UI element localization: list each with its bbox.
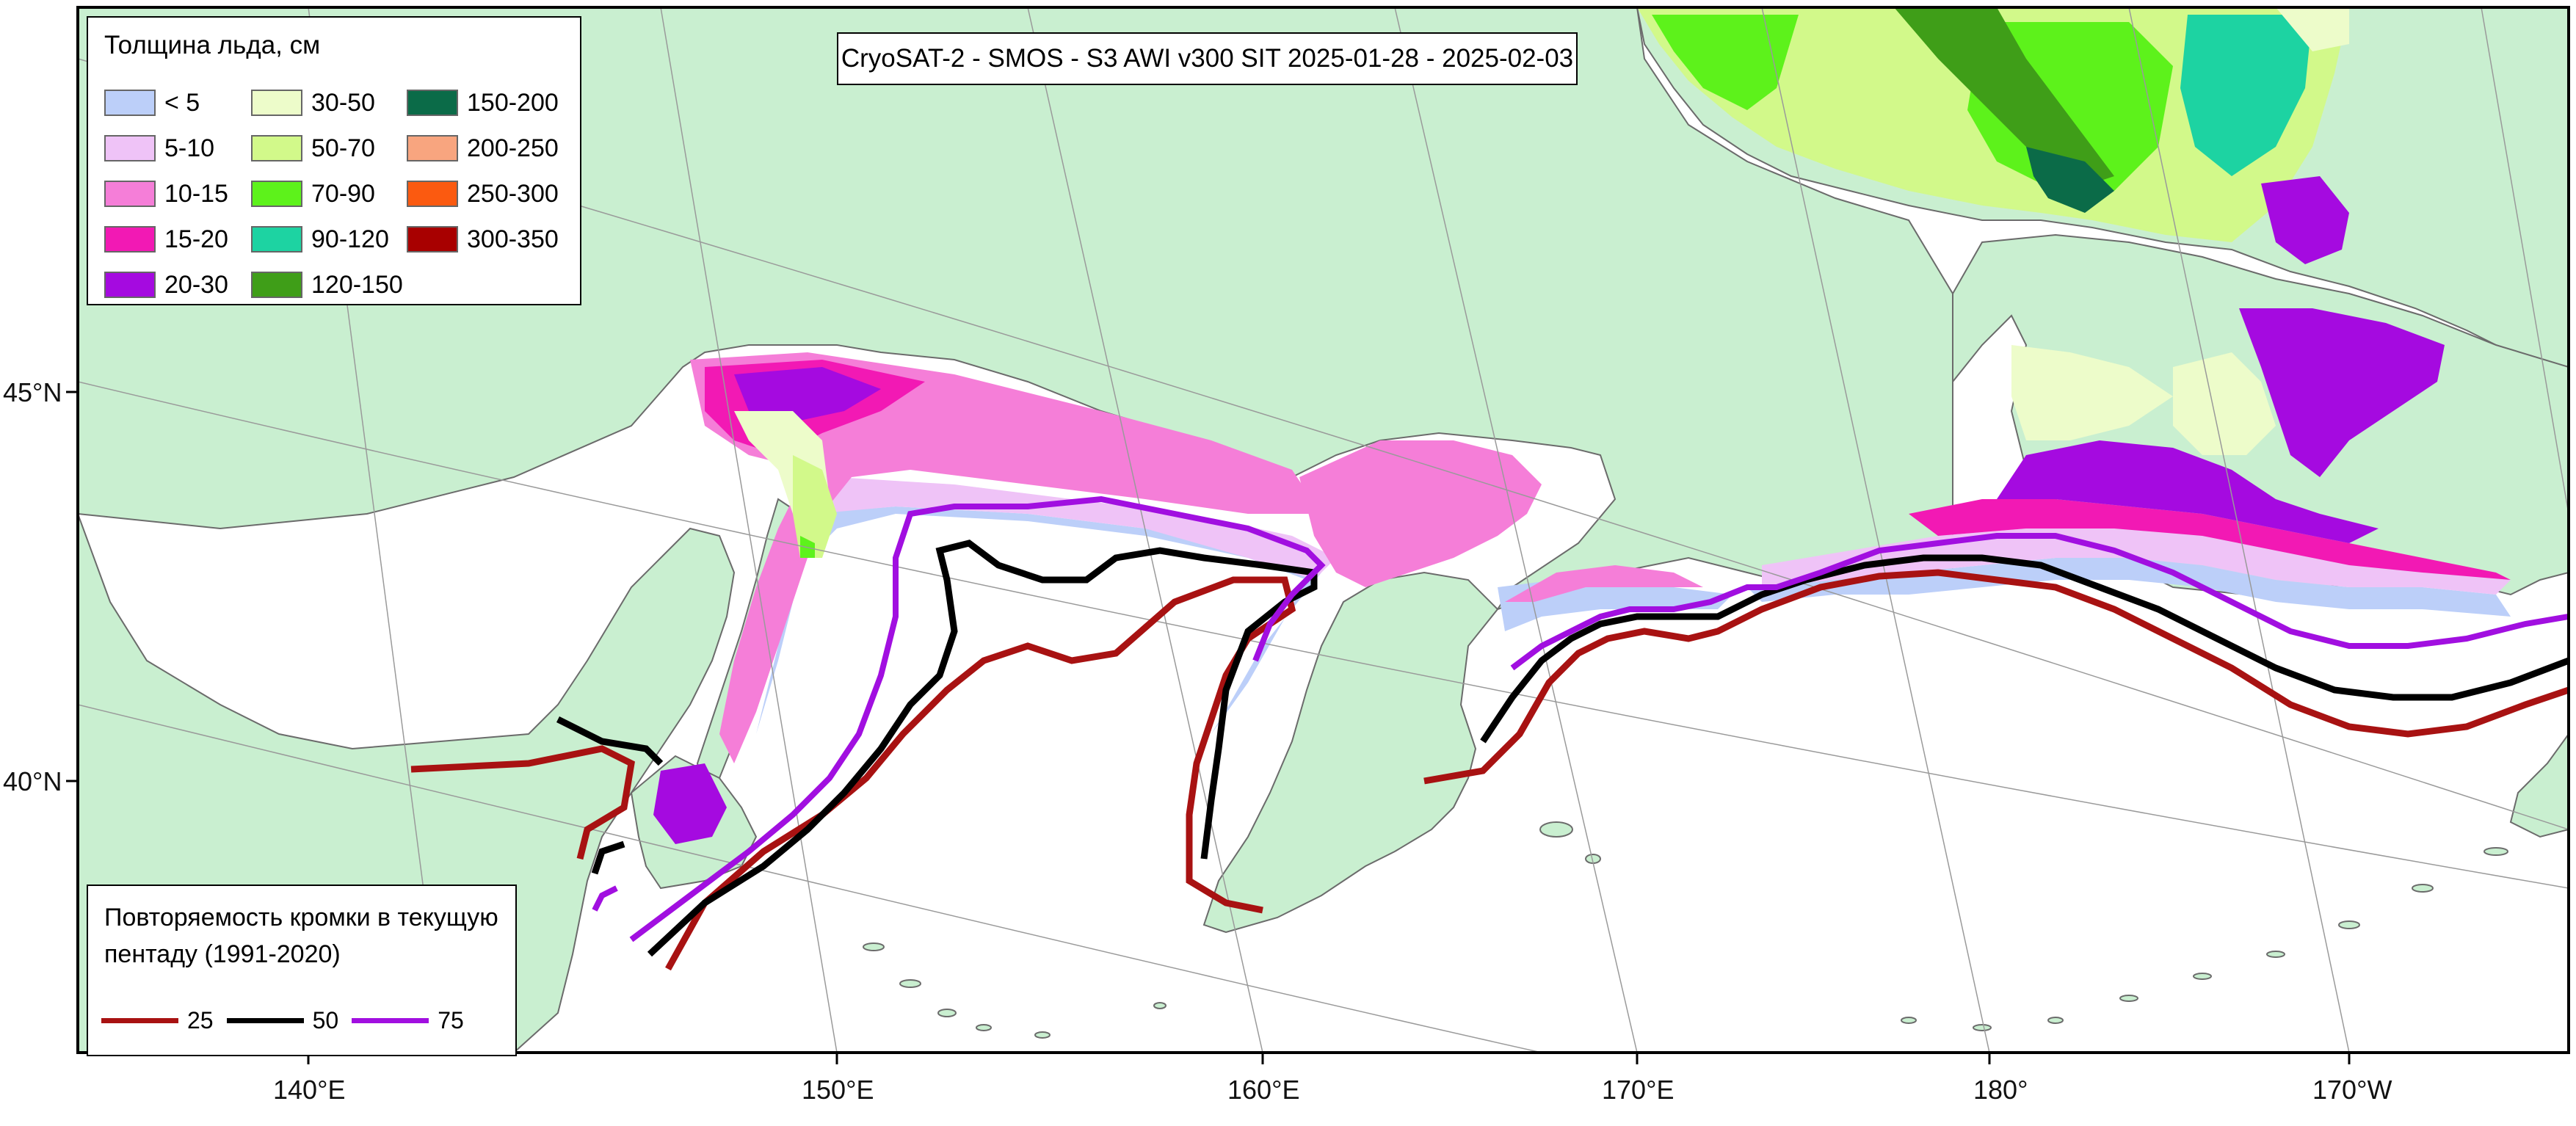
ice-edge-25 [410, 569, 2569, 971]
thickness-swatch [104, 181, 156, 207]
thickness-swatch [104, 90, 156, 116]
thickness-legend-item: 90-120 [251, 217, 407, 262]
thickness-swatch [104, 135, 156, 161]
lon-label-150e: 150°E [802, 1075, 874, 1105]
thickness-legend-title: Толщина льда, см [104, 31, 321, 59]
frequency-line-swatch [352, 1018, 429, 1023]
thickness-legend-item: 70-90 [251, 171, 407, 217]
frequency-label: 50 [312, 1007, 339, 1034]
thickness-legend-empty [407, 262, 562, 308]
thickness-legend-item: 200-250 [407, 126, 562, 171]
thickness-label: 70-90 [311, 179, 375, 208]
thickness-label: 50-70 [311, 134, 375, 162]
frequency-legend-title: Повторяемость кромки в текущую пентаду (… [104, 904, 498, 968]
frequency-legend-item: 50 [226, 1007, 339, 1034]
lat-label-40n: 40°N [3, 766, 62, 796]
frequency-line-swatch [101, 1018, 178, 1023]
frequency-legend-item: 75 [352, 1007, 464, 1034]
thickness-swatch [251, 226, 302, 253]
map-frame [76, 6, 2570, 1054]
thickness-label: 250-300 [467, 179, 559, 208]
thickness-label: 200-250 [467, 134, 559, 162]
thickness-swatch [251, 272, 302, 298]
thickness-legend-item: 250-300 [407, 171, 562, 217]
ice-edge-75 [592, 495, 2569, 942]
islands [863, 821, 2508, 1039]
thickness-legend-item: 30-50 [251, 80, 407, 126]
thickness-label: 30-50 [311, 88, 375, 117]
land-alaska [2509, 733, 2569, 838]
map-title: CryoSAT-2 - SMOS - S3 AWI v300 SIT 2025-… [837, 32, 1578, 85]
thickness-label: 10-15 [164, 179, 228, 208]
thickness-label: 5-10 [164, 134, 215, 162]
thickness-legend-item: 50-70 [251, 126, 407, 171]
thickness-swatch [251, 181, 302, 207]
frequency-legend: Повторяемость кромки в текущую пентаду (… [87, 885, 517, 1056]
lon-label-170e: 170°E [1602, 1075, 1675, 1105]
frequency-legend-items: 25 50 75 [101, 1007, 477, 1034]
ice-edge-50 [556, 540, 2569, 957]
graticule [78, 7, 2569, 1053]
thickness-label: 20-30 [164, 270, 228, 299]
thickness-swatch [104, 272, 156, 298]
thickness-legend: Толщина льда, см < 5 30-50 150-200 5-10 50-7… [87, 16, 581, 305]
lon-label-160e: 160°E [1227, 1075, 1300, 1105]
lon-label-170w: 170°W [2312, 1075, 2392, 1105]
thickness-legend-item: 150-200 [407, 80, 562, 126]
thickness-legend-item: 10-15 [104, 171, 251, 217]
thickness-legend-item: 15-20 [104, 217, 251, 262]
thickness-label: 300-350 [467, 225, 559, 253]
thickness-label: 150-200 [467, 88, 559, 117]
thickness-swatch [104, 226, 156, 253]
thickness-swatch [251, 135, 302, 161]
thickness-swatch [407, 181, 458, 207]
frequency-legend-item: 25 [101, 1007, 214, 1034]
frequency-label: 25 [187, 1007, 214, 1034]
thickness-legend-item: < 5 [104, 80, 251, 126]
lon-label-180: 180° [1973, 1075, 2028, 1105]
lat-label-45n: 45°N [3, 377, 62, 407]
thickness-label: 120-150 [311, 270, 403, 299]
frequency-label: 75 [438, 1007, 464, 1034]
thickness-swatch [407, 90, 458, 116]
thickness-swatch [251, 90, 302, 116]
thickness-legend-item: 20-30 [104, 262, 251, 308]
thickness-swatch [407, 135, 458, 161]
thickness-legend-item: 300-350 [407, 217, 562, 262]
thickness-legend-item: 5-10 [104, 126, 251, 171]
thickness-legend-item: 120-150 [251, 262, 407, 308]
thickness-label: < 5 [164, 88, 200, 117]
thickness-legend-grid: < 5 30-50 150-200 5-10 50-70 200-250 10-15 70-9… [104, 80, 562, 308]
thickness-label: 15-20 [164, 225, 228, 253]
thickness-label: 90-120 [311, 225, 389, 253]
thickness-swatch [407, 226, 458, 253]
sea-ice-thickness [653, 7, 2511, 844]
axis-ticks [66, 391, 2351, 1064]
lon-label-140e: 140°E [273, 1075, 346, 1105]
frequency-line-swatch [226, 1018, 304, 1023]
